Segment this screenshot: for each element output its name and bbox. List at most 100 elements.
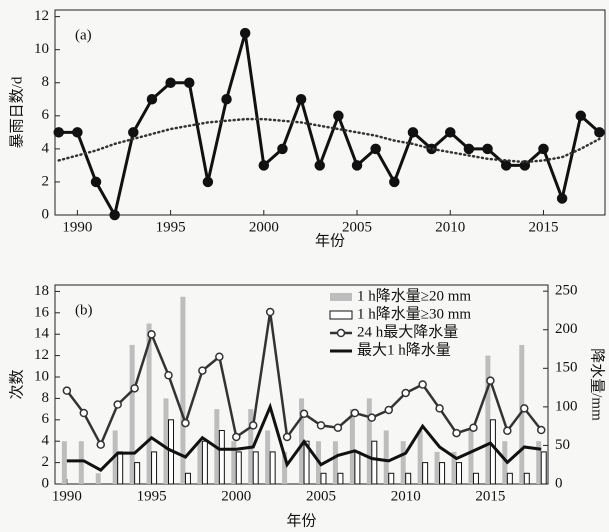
y-tick-label: 10 xyxy=(34,41,49,57)
bar xyxy=(354,451,361,485)
point xyxy=(418,380,427,389)
point xyxy=(538,143,549,155)
bar xyxy=(163,398,169,484)
point xyxy=(215,352,224,361)
bar xyxy=(320,472,327,485)
point xyxy=(482,143,493,155)
x-tick-label: 2010 xyxy=(391,488,421,504)
point xyxy=(258,160,270,171)
point xyxy=(401,388,410,398)
point xyxy=(265,307,275,317)
y2-tick-label: 50 xyxy=(555,437,570,453)
point xyxy=(96,440,105,449)
point xyxy=(130,384,139,393)
legend-swatch xyxy=(329,310,353,320)
y-tick-label: 2 xyxy=(42,454,50,470)
point xyxy=(519,160,531,171)
bar xyxy=(299,398,305,484)
legend-label: 1 h降水量≥20 mm xyxy=(357,287,471,304)
bar xyxy=(78,441,84,484)
point xyxy=(351,160,363,171)
point xyxy=(232,432,241,442)
bar xyxy=(184,472,191,485)
bar xyxy=(383,430,389,484)
bar xyxy=(231,441,237,484)
point xyxy=(295,94,307,105)
legend-label: 1 h降水量≥30 mm xyxy=(357,305,471,322)
point xyxy=(486,376,495,385)
point xyxy=(536,425,546,435)
line-series xyxy=(65,311,543,448)
point xyxy=(384,405,393,415)
point xyxy=(202,176,214,188)
y-tick-label: 16 xyxy=(34,304,50,320)
bar xyxy=(180,296,186,484)
plot-frame xyxy=(54,9,606,216)
bar xyxy=(506,472,513,485)
point xyxy=(146,94,158,105)
point xyxy=(299,409,309,419)
bar xyxy=(472,472,479,485)
bar xyxy=(265,430,271,484)
x-tick-label: 2005 xyxy=(306,488,336,504)
bar xyxy=(151,451,158,485)
point xyxy=(389,176,400,188)
bar xyxy=(349,409,355,484)
point xyxy=(62,386,72,395)
bar xyxy=(201,440,208,485)
y2-tick-label: 0 xyxy=(555,475,563,491)
bar xyxy=(252,451,259,485)
bar xyxy=(366,398,372,484)
bar xyxy=(282,451,288,484)
legend-label: 最大1 h降水量 xyxy=(357,341,451,358)
point xyxy=(556,193,568,204)
point xyxy=(350,408,360,418)
point xyxy=(109,209,120,221)
x-tick-label: 2015 xyxy=(528,219,558,235)
y-axis-label: 次数 xyxy=(8,369,25,399)
y-tick-label: 10 xyxy=(34,368,49,384)
bar xyxy=(129,344,135,484)
y-tick-label: 12 xyxy=(34,347,49,363)
x-tick-label: 1995 xyxy=(137,488,167,504)
point xyxy=(282,432,292,442)
point xyxy=(469,423,478,432)
line-series xyxy=(58,32,601,220)
x-axis-label: 年份 xyxy=(286,512,316,529)
point xyxy=(90,176,102,188)
bar xyxy=(519,344,525,484)
panel-label: (a) xyxy=(75,27,92,43)
point xyxy=(79,408,89,418)
point xyxy=(520,404,529,413)
x-tick-label: 2000 xyxy=(221,488,251,504)
point xyxy=(53,127,64,138)
point xyxy=(239,27,251,39)
point xyxy=(113,400,122,409)
bar xyxy=(235,451,242,485)
x-tick-label: 1990 xyxy=(62,219,92,235)
bar xyxy=(502,441,508,484)
point xyxy=(333,423,343,432)
x-tick-label: 2005 xyxy=(342,219,372,235)
point xyxy=(370,143,381,155)
bar xyxy=(61,441,67,484)
bar xyxy=(117,451,124,485)
bar xyxy=(439,462,446,485)
point xyxy=(221,94,232,105)
point xyxy=(452,428,461,438)
bar xyxy=(456,462,463,485)
point xyxy=(463,143,475,155)
y2-tick-label: 250 xyxy=(555,283,578,299)
bar xyxy=(536,441,542,484)
panel-label: (b) xyxy=(75,302,93,318)
point xyxy=(277,143,288,155)
bar xyxy=(417,430,423,484)
bar xyxy=(489,419,496,485)
bar xyxy=(540,451,547,485)
line-series xyxy=(57,117,601,164)
bar xyxy=(332,441,338,484)
point xyxy=(594,127,605,138)
point xyxy=(314,160,325,171)
bar xyxy=(422,462,429,485)
